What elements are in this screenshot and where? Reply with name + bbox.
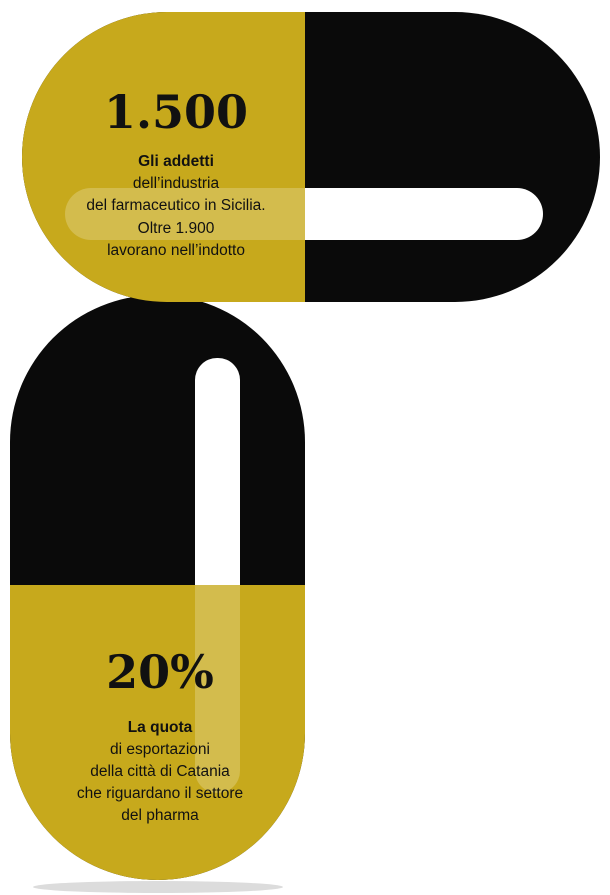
capsule-top xyxy=(22,12,600,302)
text-line: della città di Catania xyxy=(90,763,230,780)
shadow xyxy=(33,881,283,893)
text-line: Oltre 1.900 xyxy=(138,220,215,237)
figure: 1.500 xyxy=(104,85,248,139)
label: Gli addetti xyxy=(138,153,214,170)
text-line: che riguardano il settore xyxy=(77,785,243,802)
text-line: dell’industria xyxy=(133,175,220,192)
text-line: del farmaceutico in Sicilia. xyxy=(86,197,265,214)
label: La quota xyxy=(128,719,193,736)
figure: 20% xyxy=(106,645,214,699)
text-line: del pharma xyxy=(121,807,199,824)
capsule-bottom xyxy=(10,295,305,880)
text-line: di esportazioni xyxy=(110,741,210,758)
text-line: lavorano nell’indotto xyxy=(107,242,245,259)
